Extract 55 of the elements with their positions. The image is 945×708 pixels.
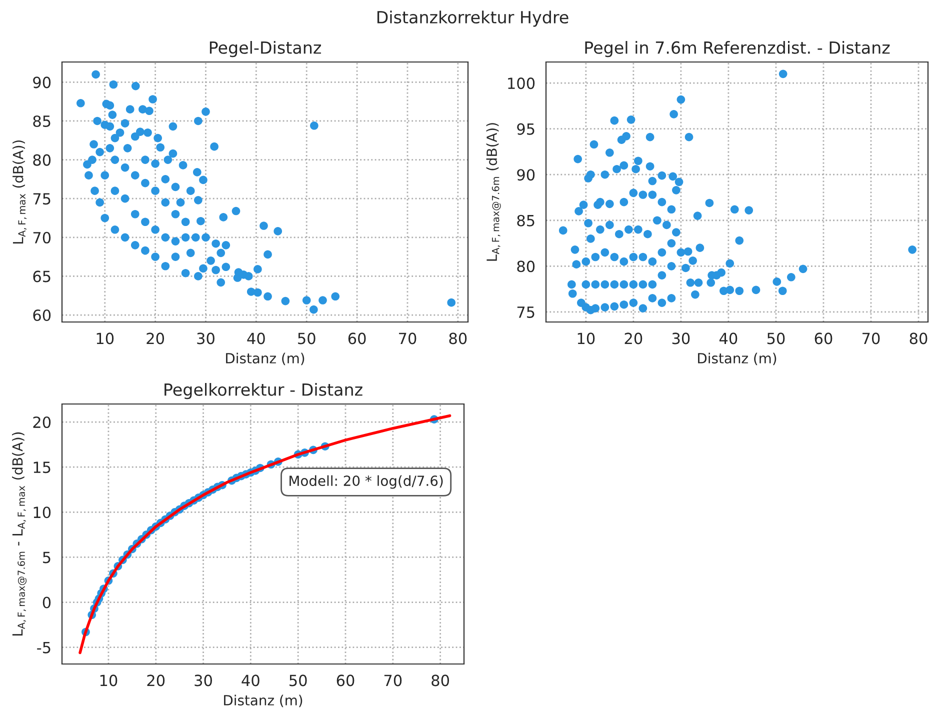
- y-tick-label: 20: [33, 416, 51, 428]
- x-tick-label: 60: [336, 674, 354, 686]
- x-tick-label: 10: [578, 332, 595, 344]
- x-tick-label: 40: [247, 332, 265, 344]
- x-tick-label: 30: [194, 674, 212, 686]
- x-tick-label: 20: [146, 332, 164, 344]
- y-tick-label: 85: [33, 115, 50, 128]
- x-axis-title: Distanz (m): [224, 694, 302, 708]
- x-tick-label: 70: [862, 332, 880, 344]
- x-tick-label: 40: [242, 674, 260, 686]
- y-tick-label: 60: [33, 309, 51, 322]
- x-tick-label: 60: [348, 332, 366, 344]
- x-tick-label: 50: [767, 332, 785, 344]
- y-tick-label: 90: [33, 76, 51, 88]
- x-tick-label: 40: [719, 332, 738, 344]
- chart-title: Pegelkorrektur - Distanz: [164, 383, 362, 400]
- x-tick-label: 30: [197, 332, 214, 344]
- y-axis-title: L$_{A,F,max@7.6m}$ - L$_{A,F,max}$ (dB(A)): [12, 432, 27, 636]
- y-tick-label: 5: [43, 552, 50, 564]
- chart-title: Pegel-Distanz: [210, 41, 321, 58]
- x-tick-label: 10: [100, 674, 118, 686]
- x-tick-label: 20: [147, 674, 165, 686]
- y-tick-label: 95: [517, 123, 534, 135]
- x-tick-label: 80: [432, 674, 450, 686]
- x-tick-label: 80: [910, 332, 928, 344]
- y-tick-label: 80: [33, 154, 51, 166]
- annotation: Modell: 20 * log(d/7.6): [290, 475, 443, 489]
- y-tick-label: 0: [42, 596, 51, 608]
- x-tick-label: 50: [290, 674, 307, 686]
- x-tick-label: 70: [399, 332, 416, 344]
- y-tick-label: 75: [33, 193, 50, 205]
- y-axis-title: L$_{A,F,max@7.6m}$ (dB(A)): [486, 123, 501, 261]
- x-axis-title: Distanz (m): [226, 352, 304, 366]
- text: Distanzkorrektur Hydre: [377, 10, 568, 27]
- chart-title: Pegel in 7.6m Referenzdist. - Distanz: [585, 41, 890, 58]
- x-tick-label: 30: [672, 332, 690, 344]
- y-tick-label: -5: [37, 642, 50, 654]
- x-tick-label: 50: [298, 332, 316, 344]
- y-axis-title: L$_{A,F,max}$ (dB(A)): [12, 140, 27, 244]
- x-axis-title: Distanz (m): [698, 352, 776, 366]
- y-tick-label: 100: [508, 78, 535, 90]
- x-tick-label: 80: [449, 332, 467, 344]
- x-tick-label: 60: [814, 332, 832, 344]
- y-tick-label: 65: [33, 270, 50, 282]
- line-series: [78, 414, 452, 654]
- y-tick-label: 10: [34, 506, 51, 518]
- x-tick-label: 20: [624, 332, 642, 344]
- y-tick-label: 75: [517, 306, 534, 318]
- y-tick-label: 80: [517, 260, 535, 272]
- y-tick-label: 90: [517, 169, 535, 181]
- y-tick-label: 15: [34, 462, 50, 474]
- x-tick-label: 10: [96, 332, 114, 344]
- x-tick-label: 70: [384, 674, 402, 686]
- y-tick-label: 85: [517, 214, 534, 226]
- y-tick-label: 70: [33, 232, 51, 244]
